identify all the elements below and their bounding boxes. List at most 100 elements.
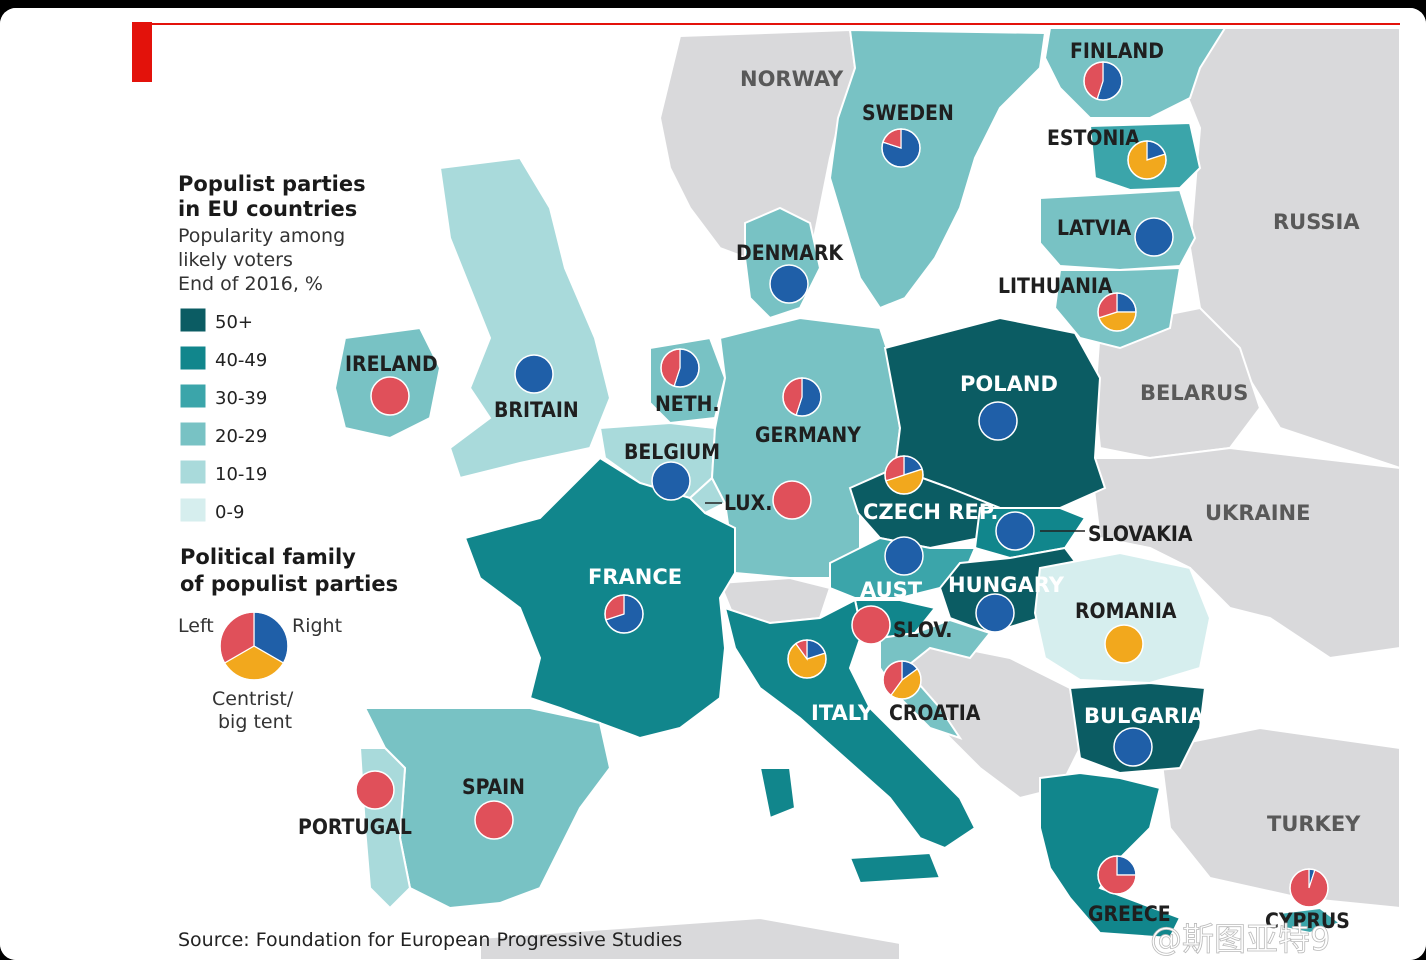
family-centrist-label-line2: big tent [218, 711, 292, 733]
label-ireland: IRELAND [345, 352, 438, 376]
pie-hungary [975, 593, 1015, 633]
label-sweden: SWEDEN [862, 101, 954, 125]
legend-subtitle-line1: Popularity among [178, 225, 345, 247]
legend-title-line2: in EU countries [178, 197, 357, 221]
pie-austria [884, 536, 924, 576]
pie-croatia [882, 660, 922, 700]
left-slice [772, 480, 812, 520]
legend-pie [219, 611, 289, 681]
pie-czech [884, 455, 924, 495]
pie-slovakia [995, 511, 1035, 551]
cyprus-shape [1278, 906, 1343, 935]
legend-swatch [179, 345, 207, 371]
left-slice [851, 605, 891, 645]
label-lithuania: LITHUANIA [998, 274, 1113, 298]
label-germany: GERMANY [755, 423, 861, 447]
label-austria: AUST. [860, 578, 927, 602]
brand-accent-bar [132, 22, 152, 82]
label-latvia: LATVIA [1057, 216, 1132, 240]
label-slovenia: SLOV. [893, 618, 952, 642]
right-slice [978, 401, 1018, 441]
pie-lithuania [1097, 292, 1137, 332]
legend-bin-label: 10-19 [215, 464, 267, 485]
legend-swatch [179, 459, 207, 485]
pie-bulgaria [1113, 727, 1153, 767]
legend-swatch [179, 383, 207, 409]
greece-shape [1039, 771, 1182, 940]
label-ukraine: UKRAINE [1205, 501, 1310, 525]
legend-bin-label: 40-49 [215, 350, 267, 371]
turkey-shape [1158, 726, 1401, 910]
legend-bin-label: 0-9 [215, 502, 244, 523]
family-title-line2: of populist parties [180, 572, 398, 596]
family-right-label: Right [292, 615, 342, 637]
pie-sweden [881, 128, 921, 168]
pie-estonia [1127, 140, 1167, 180]
right-slice [1134, 217, 1174, 257]
legend-title-line1: Populist parties [178, 172, 366, 196]
left-slice [355, 770, 395, 810]
legend-pie-chart [219, 611, 289, 681]
pie-portugal [355, 770, 395, 810]
pie-germany [782, 377, 822, 417]
pie-greece [1097, 855, 1137, 895]
legend-bins: 50+ 40-49 30-39 20-29 10-19 0-9 [179, 307, 267, 523]
country-labels: FINLAND SWEDEN ESTONIA LATVIA LITHUANIA DENMA… [298, 39, 1350, 933]
britain-shape [438, 156, 612, 480]
non-eu-labels: NORWAY RUSSIA BELARUS UKRAINE TURKEY [740, 67, 1361, 836]
label-greece: GREECE [1088, 902, 1171, 926]
country-pies [355, 61, 1329, 908]
pie-ireland [370, 376, 410, 416]
family-centrist-label-line1: Centrist/ [212, 688, 294, 710]
label-portugal: PORTUGAL [298, 815, 412, 839]
legend: Populist parties in EU countries Popular… [178, 172, 398, 733]
left-slice [370, 376, 410, 416]
label-britain: BRITAIN [494, 398, 579, 422]
label-turkey: TURKEY [1267, 812, 1361, 836]
label-cyprus: CYPRUS [1265, 909, 1350, 933]
sweden-shape [828, 28, 1047, 310]
label-belgium: BELGIUM [624, 440, 720, 464]
right-slice [995, 511, 1035, 551]
ukraine-shape [1088, 446, 1401, 660]
source-note: Source: Foundation for European Progress… [178, 929, 682, 951]
right-slice [884, 536, 924, 576]
pie-denmark [769, 264, 809, 304]
pie-belgium [651, 461, 691, 501]
legend-swatch [179, 421, 207, 447]
label-slovakia: SLOVAKIA [1088, 522, 1193, 546]
legend-subtitle-line2: likely voters [178, 249, 293, 271]
label-denmark: DENMARK [736, 241, 844, 265]
pie-cyprus [1289, 868, 1329, 908]
non-eu-land [479, 27, 1401, 960]
label-croatia: CROATIA [889, 701, 981, 725]
pie-slovenia [851, 605, 891, 645]
label-norway: NORWAY [740, 67, 844, 91]
pie-poland [978, 401, 1018, 441]
north-africa-shape [479, 916, 901, 960]
label-luxembourg: LUX. [724, 491, 772, 515]
pie-finland [1083, 61, 1123, 101]
legend-subtitle-line3: End of 2016, % [178, 273, 323, 295]
right-slice [975, 593, 1015, 633]
label-poland: POLAND [960, 372, 1058, 396]
label-belarus: BELARUS [1140, 381, 1248, 405]
label-czech: CZECH REP. [863, 500, 998, 524]
label-italy: ITALY [811, 701, 874, 725]
italy-shape [723, 598, 977, 885]
legend-bin-label: 20-29 [215, 426, 267, 447]
label-russia: RUSSIA [1273, 210, 1360, 234]
family-title-line1: Political family [180, 545, 356, 569]
legend-bin-label: 30-39 [215, 388, 267, 409]
right-slice [769, 264, 809, 304]
centrist-slice [1104, 624, 1144, 664]
label-finland: FINLAND [1070, 39, 1164, 63]
pie-romania [1104, 624, 1144, 664]
label-spain: SPAIN [462, 775, 525, 799]
europe-map: Populist parties in EU countries Popular… [0, 8, 1426, 960]
map-frame: Populist parties in EU countries Popular… [0, 8, 1426, 960]
leader-lines [705, 502, 1085, 532]
romania-shape [1033, 551, 1212, 685]
right-slice [1113, 727, 1153, 767]
pie-france [604, 594, 644, 634]
